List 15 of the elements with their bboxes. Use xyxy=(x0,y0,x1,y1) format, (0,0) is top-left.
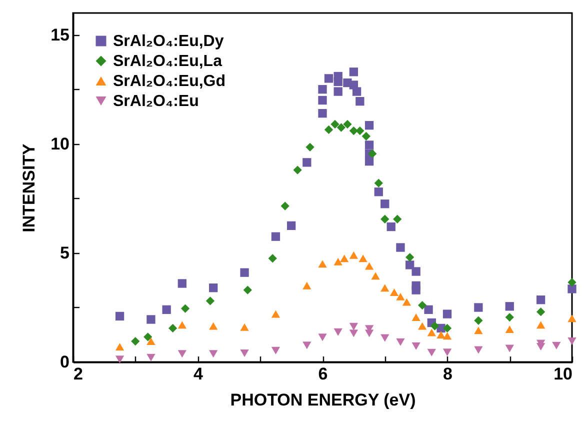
x-tick-label: 8 xyxy=(443,364,452,384)
y-axis-title: INTENSITY xyxy=(20,142,39,232)
legend-label: SrAl₂O₄:Eu xyxy=(113,93,199,110)
x-tick-label: 4 xyxy=(194,364,204,384)
legend-label: SrAl₂O₄:Eu,Dy xyxy=(113,33,224,50)
y-tick-label: 5 xyxy=(60,243,70,262)
x-axis-title: PHOTON ENERGY (eV) xyxy=(230,390,416,410)
x-tick-label: 2 xyxy=(74,364,83,384)
y-tick-label: 15 xyxy=(50,25,70,44)
y-tick-label: 10 xyxy=(50,134,70,154)
legend-label: SrAl₂O₄:Eu,La xyxy=(113,53,222,70)
x-tick-label: 6 xyxy=(318,364,328,384)
x-tick-label: 10 xyxy=(554,364,572,384)
legend-label: SrAl₂O₄:Eu,Gd xyxy=(113,73,226,90)
y-tick-label: 0 xyxy=(60,352,70,372)
